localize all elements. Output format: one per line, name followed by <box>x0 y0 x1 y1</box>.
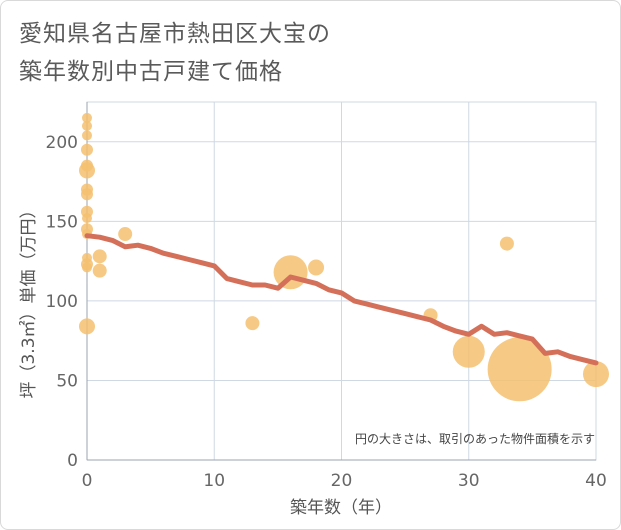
chart-title-line2: 築年数別中古戸建て価格 <box>19 59 283 85</box>
y-tick-label: 0 <box>67 451 78 471</box>
data-bubble <box>82 112 92 123</box>
data-bubble <box>245 316 260 331</box>
grid-lines <box>86 101 597 461</box>
y-tick-label: 100 <box>46 292 78 312</box>
data-bubble <box>82 262 92 273</box>
y-axis-label: 坪（3.3㎡）単価（万円） <box>19 201 39 398</box>
x-tick-label: 30 <box>458 471 480 491</box>
data-bubble <box>118 227 133 242</box>
data-bubble <box>82 213 92 224</box>
data-bubble <box>81 188 93 201</box>
x-axis-label: 築年数（年） <box>290 498 392 518</box>
data-bubble <box>452 335 485 368</box>
bubble-layer <box>79 112 609 402</box>
data-bubble <box>82 130 92 141</box>
data-bubble <box>583 361 609 388</box>
data-bubble <box>499 236 514 251</box>
data-bubble <box>273 255 308 290</box>
data-bubble <box>81 143 93 156</box>
chart-title: 愛知県名古屋市熱田区大宝の 築年数別中古戸建て価格 <box>19 15 539 91</box>
chart-title-line1: 愛知県名古屋市熱田区大宝の <box>19 21 331 47</box>
data-bubble <box>82 120 92 131</box>
y-tick-label: 200 <box>46 133 78 153</box>
x-tick-label: 20 <box>331 471 353 491</box>
y-tick-label: 50 <box>56 371 78 391</box>
tick-labels: 0 10 20 30 40 0 50 100 150 200 <box>46 133 607 491</box>
data-bubble <box>79 162 95 179</box>
data-bubble <box>92 263 107 278</box>
x-tick-label: 0 <box>82 471 93 491</box>
y-tick-label: 150 <box>46 212 78 232</box>
data-bubble <box>487 337 552 402</box>
data-bubble <box>308 259 325 276</box>
x-tick-label: 10 <box>203 471 225 491</box>
data-bubble <box>79 318 95 335</box>
data-bubble <box>92 249 107 264</box>
x-tick-label: 40 <box>585 471 607 491</box>
trend-line <box>84 233 599 366</box>
size-note: 円の大きさは、取引のあった物件面積を示す <box>355 431 595 446</box>
